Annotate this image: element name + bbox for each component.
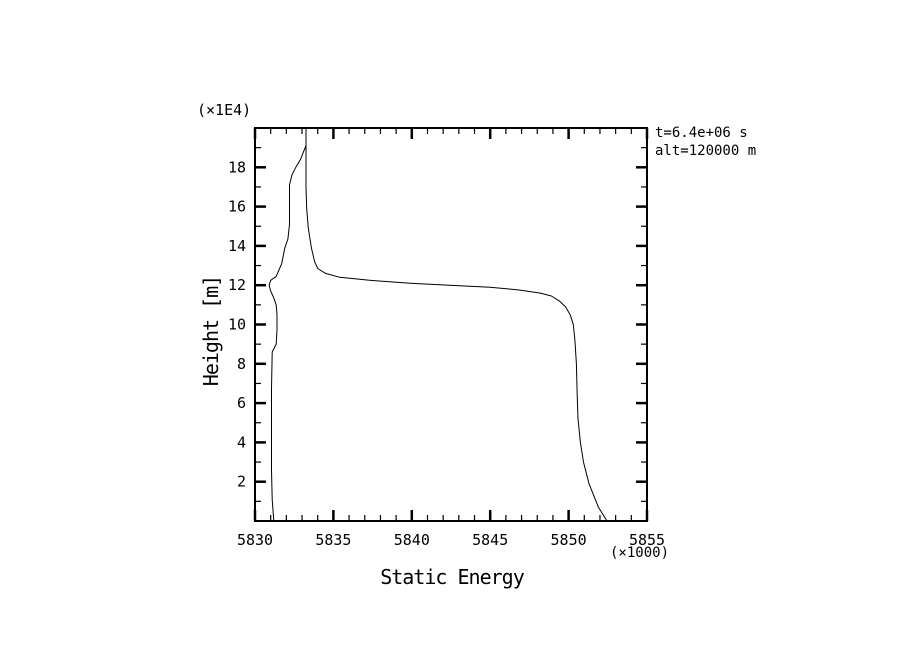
annotation-block: t=6.4e+06 s alt=120000 m	[655, 124, 756, 160]
altitude-annotation: alt=120000 m	[655, 143, 757, 159]
y-tick-label: 18	[228, 158, 246, 176]
x-tick-label: 5845	[472, 531, 508, 549]
x-tick-label: 5855	[629, 531, 665, 549]
x-axis-title: Static Energy	[380, 565, 525, 589]
x-tick-label: 5850	[551, 531, 587, 549]
y-tick-label: 14	[228, 237, 246, 255]
time-annotation: t=6.4e+06 s	[655, 125, 748, 141]
y-tick-label: 4	[237, 433, 246, 451]
reference-profile	[268, 145, 307, 522]
y-tick-label: 10	[228, 316, 246, 334]
y-tick-label: 2	[237, 473, 246, 491]
y-axis-title: Height [m]	[199, 275, 223, 387]
x-tick-label: 5840	[394, 531, 430, 549]
plot-frame	[254, 127, 648, 522]
y-axis-unit-label: (×1E4)	[197, 101, 252, 119]
y-tick-label: 6	[237, 394, 246, 412]
y-tick-label: 8	[237, 355, 246, 373]
x-tick-label: 5830	[237, 531, 273, 549]
static-energy-profile	[305, 128, 608, 522]
x-axis-unit-label: (×1000)	[610, 545, 670, 561]
y-tick-label: 16	[228, 198, 246, 216]
y-tick-label: 12	[228, 276, 246, 294]
x-tick-label: 5835	[315, 531, 351, 549]
